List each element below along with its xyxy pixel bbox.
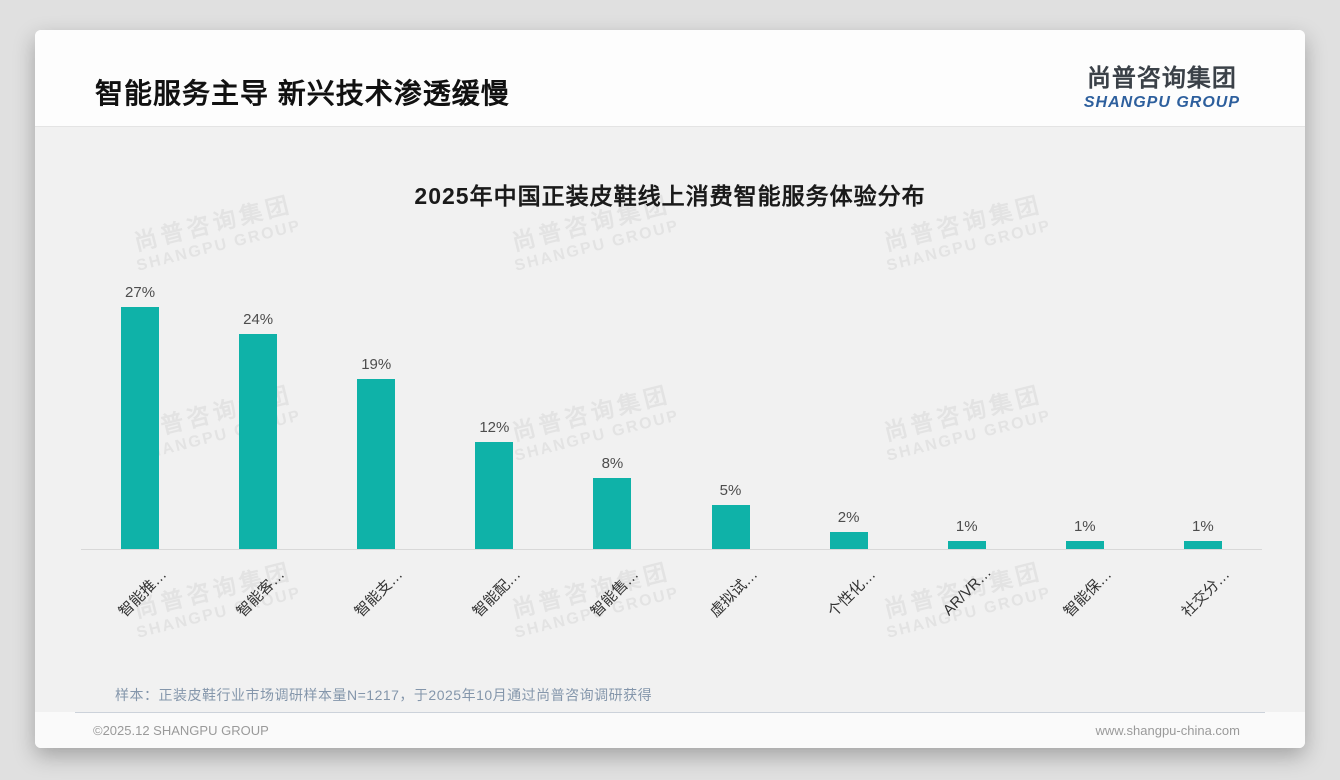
- x-axis-label: 智能客…: [233, 566, 289, 621]
- header: 智能服务主导 新兴技术渗透缓慢 尚普咨询集团 SHANGPU GROUP: [35, 30, 1305, 127]
- bar-column: 24% 智能客…: [199, 270, 317, 621]
- x-axis-label: 智能推…: [115, 566, 171, 621]
- bar-value-label: 12%: [479, 419, 510, 436]
- bar-value-label: 5%: [719, 482, 742, 499]
- website-text: www.shangpu-china.com: [1095, 722, 1240, 738]
- x-axis-label: 个性化…: [824, 566, 879, 621]
- sample-note: 样本：正装皮鞋行业市场调研样本量N=1217，于2025年10月通过尚普咨询调研…: [115, 687, 653, 703]
- x-axis-label: AR/VR…: [939, 564, 995, 620]
- chart-area: 尚普咨询集团 SHANGPU GROUP 尚普咨询集团 SHANGPU GROUP 尚普…: [35, 127, 1305, 712]
- bar: [711, 505, 750, 550]
- bar-column: 1% 智能保…: [1026, 270, 1144, 621]
- bar-value-label: 1%: [1073, 518, 1096, 535]
- bar-chart: 27% 智能推… 24% 智能客… 19% 智能支… 12% 智能配… 8% 智能售… 5% 虚拟试……: [81, 270, 1262, 621]
- bar-column: 1% 社交分…: [1144, 270, 1262, 621]
- copyright-text: ©2025.12 SHANGPU GROUP: [93, 722, 269, 738]
- x-axis-line: [81, 549, 1262, 550]
- bar-column: 19% 智能支…: [317, 270, 435, 621]
- brand-logo: 尚普咨询集团 SHANGPU GROUP: [1084, 58, 1240, 112]
- x-axis-label: 虚拟试…: [706, 566, 761, 621]
- bar-value-label: 27%: [125, 284, 156, 301]
- bar: [947, 541, 986, 550]
- bar-value-label: 1%: [955, 518, 978, 535]
- x-axis-label: 智能支…: [351, 566, 407, 621]
- bar-value-label: 1%: [1192, 518, 1214, 535]
- bar-column: 27% 智能推…: [81, 270, 199, 621]
- bar-value-label: 2%: [837, 509, 860, 526]
- bar-value-label: 24%: [243, 311, 274, 328]
- x-axis-label: 智能配…: [470, 566, 525, 621]
- bar-column: 12% 智能配…: [435, 270, 553, 621]
- page-title: 智能服务主导 新兴技术渗透缓慢: [95, 78, 510, 109]
- bar: [475, 442, 514, 550]
- bar-value-label: 8%: [601, 455, 624, 472]
- x-axis-label: 智能保…: [1060, 566, 1115, 621]
- bar: [239, 334, 278, 550]
- x-axis-label: 社交分…: [1178, 566, 1234, 621]
- bar: [593, 478, 632, 550]
- bar-column: 2% 个性化…: [790, 270, 908, 621]
- bar-column: 1% AR/VR…: [908, 270, 1026, 619]
- brand-logo-cn: 尚普咨询集团: [1086, 65, 1237, 92]
- bar-value-label: 19%: [361, 356, 392, 373]
- bar-column: 8% 智能售…: [553, 270, 671, 621]
- brand-logo-en: SHANGPU GROUP: [1083, 94, 1240, 111]
- bar: [121, 307, 160, 550]
- report-card: 智能服务主导 新兴技术渗透缓慢 尚普咨询集团 SHANGPU GROUP 尚普咨…: [35, 30, 1305, 748]
- bar: [357, 379, 396, 550]
- x-axis-label: 智能售…: [588, 566, 643, 621]
- bar-column: 5% 虚拟试…: [671, 270, 789, 621]
- bar: [1183, 541, 1222, 550]
- chart-title: 2025年中国正装皮鞋线上消费智能服务体验分布: [414, 183, 926, 209]
- footer: ©2025.12 SHANGPU GROUP www.shangpu-china…: [35, 712, 1305, 748]
- bar: [829, 532, 868, 550]
- bar: [1065, 541, 1104, 550]
- brand-watermark: 尚普咨询集团 SHANGPU GROUP: [509, 557, 682, 642]
